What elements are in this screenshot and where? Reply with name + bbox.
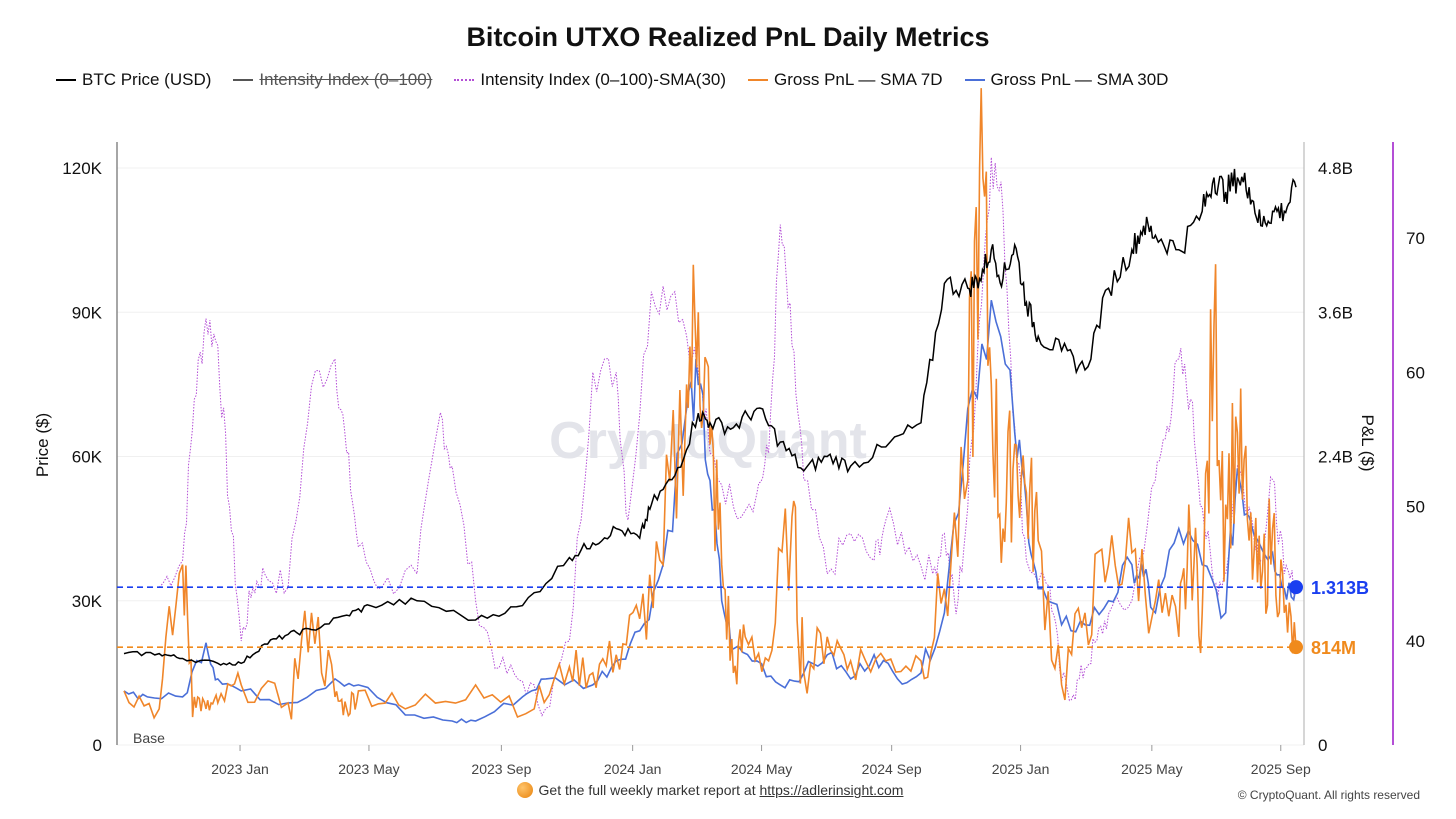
x-tick-7: 2025 May: [1121, 761, 1182, 777]
legend-label-intensity: Intensity Index (0–100): [259, 70, 433, 89]
y-left-tick-2: 60K: [72, 448, 103, 467]
x-tick-8: 2025 Sep: [1251, 761, 1311, 777]
legend-item-intensity-sma[interactable]: Intensity Index (0–100)-SMA(30): [454, 70, 726, 90]
legend-swatch-pnl7: [748, 79, 769, 81]
y-right-tick-2: 3.6B: [1318, 303, 1353, 322]
legend-swatch-intensity: [233, 79, 254, 81]
axis-ticks: 0 30K 60K 90K 120K 0 2.4B 3.6B 4.8B 40 50 60 70 2023 …: [62, 159, 1425, 777]
chart-title: Bitcoin UTXO Realized PnL Daily Metrics: [466, 22, 990, 52]
base-label: Base: [133, 730, 165, 746]
series-btc-price: [123, 168, 1297, 666]
annotation-dot-0: [1289, 580, 1303, 595]
y-right2-tick-2: 60: [1406, 363, 1425, 382]
x-tick-2: 2023 Sep: [471, 761, 531, 777]
x-tick-5: 2024 Sep: [862, 761, 922, 777]
footer-link[interactable]: https://adlerinsight.com: [759, 782, 904, 798]
y-right-tick-3: 4.8B: [1318, 159, 1353, 178]
y-right-tick-0: 0: [1318, 736, 1327, 755]
footer: Get the full weekly market report at htt…: [0, 782, 1420, 798]
y-left-tick-0: 0: [93, 736, 102, 755]
legend-label-btc: BTC Price (USD): [82, 70, 212, 89]
series-gross-pnl-7d: [123, 88, 1297, 720]
legend: BTC Price (USD) Intensity Index (0–100) …: [56, 70, 1168, 90]
y-right2-tick-3: 70: [1406, 229, 1425, 248]
annotation-dot-1: [1289, 640, 1303, 655]
annotation-label-1: 814M: [1311, 638, 1356, 658]
legend-swatch-intensity-sma: [454, 79, 475, 81]
annotations: 1.313B 814M: [117, 578, 1369, 658]
x-tick-3: 2024 Jan: [604, 761, 662, 777]
legend-item-btc-price[interactable]: BTC Price (USD): [56, 70, 211, 90]
x-tick-4: 2024 May: [731, 761, 792, 777]
legend-swatch-pnl30: [964, 79, 985, 81]
watermark: CryptoQuant: [549, 412, 867, 470]
y-right-tick-1: 2.4B: [1318, 448, 1353, 467]
y-left-tick-1: 30K: [72, 592, 103, 611]
x-tick-1: 2023 May: [338, 761, 399, 777]
gridlines: [117, 167, 1304, 746]
series-intensity-sma: [158, 157, 1297, 717]
y-right2-tick-1: 50: [1406, 498, 1425, 517]
legend-label-pnl30: Gross PnL — SMA 30D: [990, 70, 1169, 89]
legend-item-gross-pnl-30d[interactable]: Gross PnL — SMA 30D: [964, 70, 1169, 90]
x-tick-0: 2023 Jan: [211, 761, 269, 777]
copyright: © CryptoQuant. All rights reserved: [1237, 788, 1420, 802]
legend-label-intensity-sma: Intensity Index (0–100)-SMA(30): [480, 70, 727, 89]
legend-label-pnl7: Gross PnL — SMA 7D: [774, 70, 943, 89]
series-group: [123, 88, 1297, 724]
footer-text: Get the full weekly market report at: [538, 782, 760, 798]
y-left-tick-3: 90K: [72, 303, 103, 322]
legend-swatch-btc: [56, 79, 76, 81]
annotation-label-0: 1.313B: [1311, 578, 1369, 598]
y-axis-left-label: Price ($): [33, 413, 52, 477]
y-left-tick-4: 120K: [62, 159, 102, 178]
y-axis-right-label: P&L ($): [1358, 414, 1377, 471]
y-right2-tick-0: 40: [1406, 632, 1425, 651]
legend-item-intensity-index[interactable]: Intensity Index (0–100): [233, 70, 432, 90]
x-tick-6: 2025 Jan: [992, 761, 1050, 777]
legend-item-gross-pnl-7d[interactable]: Gross PnL — SMA 7D: [748, 70, 943, 90]
coin-icon: [516, 782, 533, 798]
